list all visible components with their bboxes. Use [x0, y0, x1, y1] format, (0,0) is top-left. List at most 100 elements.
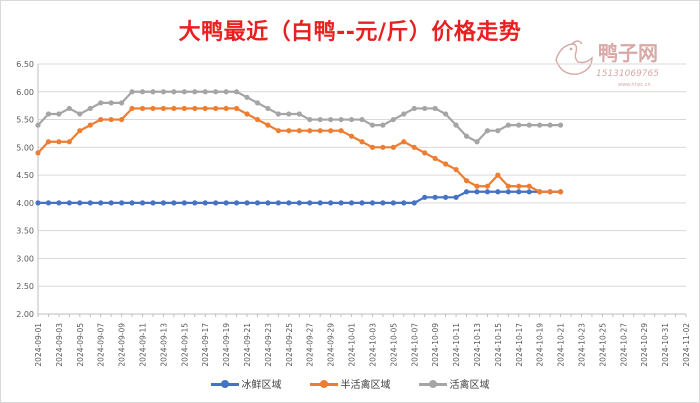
data-point: [317, 200, 323, 206]
data-point: [526, 183, 532, 189]
data-point: [317, 128, 323, 134]
legend-label: 冰鲜区域: [241, 380, 282, 391]
axes: [37, 64, 686, 315]
data-point: [171, 89, 177, 95]
data-point: [453, 166, 459, 173]
y-tick-label: 3.50: [16, 227, 34, 236]
x-tick-label: 2024-10-05: [389, 323, 398, 367]
data-point: [348, 133, 355, 139]
x-tick-label: 2024-10-17: [515, 323, 524, 367]
legend-swatch: [309, 379, 338, 389]
data-point: [495, 172, 501, 178]
data-point: [265, 105, 271, 112]
data-point: [348, 116, 355, 123]
legend-swatch: [210, 379, 239, 389]
data-point: [359, 139, 365, 145]
data-point: [139, 89, 146, 95]
data-point: [547, 122, 553, 128]
data-point: [380, 122, 386, 128]
data-point: [150, 200, 156, 206]
series-2: [35, 105, 564, 195]
data-point: [223, 89, 229, 95]
data-point: [411, 144, 417, 150]
data-point: [328, 116, 334, 123]
data-point: [526, 122, 532, 128]
data-point: [474, 183, 480, 189]
data-point: [35, 122, 41, 128]
data-point: [66, 105, 72, 112]
legend-item: 半活禽区域: [309, 376, 391, 391]
x-tick-label: 2024-10-01: [348, 323, 357, 367]
x-tick-label: 2024-10-23: [577, 323, 586, 367]
data-point: [317, 116, 323, 123]
data-point: [495, 189, 501, 195]
series-line: [37, 90, 561, 143]
data-point: [265, 200, 271, 206]
data-point: [56, 111, 62, 117]
data-point: [484, 183, 491, 189]
data-point: [401, 139, 407, 145]
x-tick-label: 2024-09-11: [139, 323, 148, 367]
data-point: [338, 200, 344, 206]
data-point: [380, 144, 386, 150]
series-3: [35, 89, 564, 145]
data-point: [233, 105, 240, 112]
x-axis-ticks: 2024-09-01 2024-09-03 2024-09-05 2024-09-07…: [34, 314, 691, 367]
data-point: [192, 89, 198, 95]
data-point: [265, 122, 271, 128]
x-tick-label: 2024-09-01: [34, 323, 43, 367]
data-point: [443, 194, 449, 200]
data-point: [181, 200, 187, 206]
data-point: [87, 200, 93, 206]
x-tick-label: 2024-09-19: [222, 323, 231, 367]
series-1: [35, 189, 564, 206]
data-point: [401, 111, 407, 117]
data-point: [359, 200, 365, 206]
data-point: [119, 200, 125, 206]
data-point: [537, 122, 543, 128]
legend-item: 冰鲜区域: [210, 376, 282, 391]
y-tick-label: 6.50: [16, 60, 34, 69]
data-point: [338, 116, 344, 123]
data-point: [432, 194, 438, 200]
data-point: [202, 200, 208, 206]
data-point: [390, 200, 396, 206]
data-point: [369, 122, 376, 128]
data-point: [411, 200, 417, 206]
y-tick-label: 4.00: [16, 199, 34, 208]
brand-logo: 鸭子网 15131069765 www.hnzc.cn: [555, 40, 659, 88]
data-point: [244, 111, 250, 117]
x-tick-label: 2024-09-23: [264, 323, 273, 367]
data-point: [516, 122, 522, 128]
data-point: [348, 200, 355, 206]
data-point: [202, 105, 208, 112]
legend-item: 活禽区域: [418, 376, 490, 391]
x-tick-label: 2024-09-03: [55, 323, 64, 367]
data-point: [108, 116, 114, 123]
data-point: [526, 189, 532, 195]
data-point: [505, 189, 511, 195]
data-point: [516, 189, 522, 195]
data-point: [223, 105, 229, 112]
x-tick-label: 2024-09-25: [285, 323, 294, 367]
y-tick-label: 2.00: [16, 310, 34, 319]
data-point: [108, 100, 114, 106]
data-point: [484, 189, 491, 195]
x-tick-label: 2024-09-07: [97, 323, 106, 367]
data-point: [557, 122, 564, 128]
data-point: [369, 200, 376, 206]
data-point: [463, 178, 470, 184]
legend-swatch: [418, 379, 447, 389]
data-point: [150, 89, 156, 95]
data-point: [77, 111, 83, 117]
data-point: [369, 144, 376, 150]
data-point: [537, 189, 543, 195]
y-tick-label: 6.00: [16, 88, 34, 97]
x-tick-label: 2024-10-25: [598, 323, 607, 367]
x-tick-label: 2024-10-03: [368, 323, 377, 367]
data-point: [422, 105, 428, 112]
data-point: [254, 200, 261, 206]
data-point: [233, 200, 240, 206]
series-layer: [35, 89, 564, 206]
data-point: [108, 200, 114, 206]
